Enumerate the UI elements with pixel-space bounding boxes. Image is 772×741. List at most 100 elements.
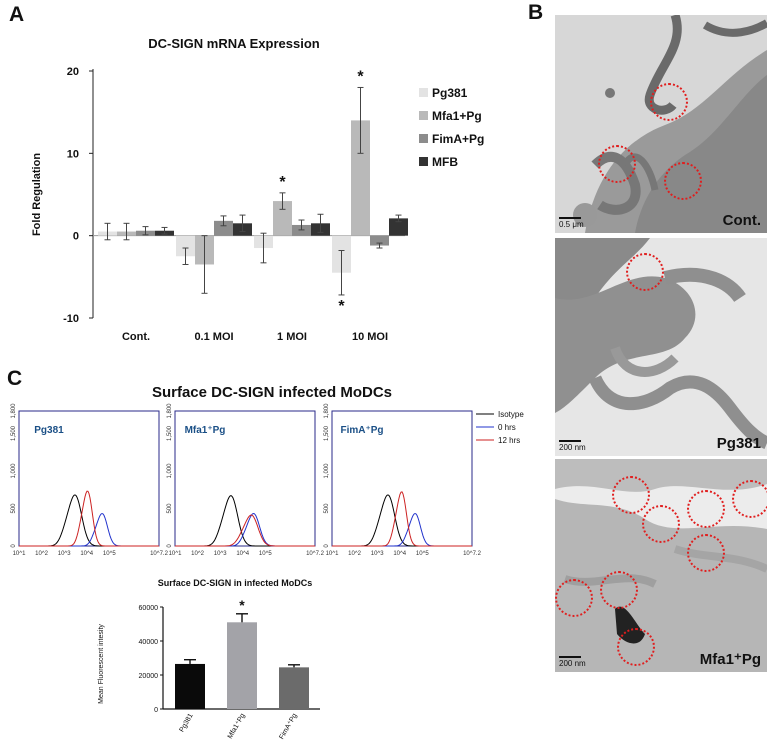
em-label-pg381: Pg381 (716, 435, 761, 452)
chart-a-xtick-label: 1 MOI (277, 331, 307, 343)
flow-ytick-label: 1,000 (324, 463, 330, 479)
panel-label-b: B (528, 1, 544, 24)
chart-c-mfi-ytick-label: 20000 (139, 673, 159, 680)
chart-a-title: DC-SIGN mRNA Expression (148, 36, 319, 51)
chart-a-bar (176, 235, 195, 257)
chart-a-legend-label: Mfa1+Pg (432, 109, 482, 123)
flow-ytick-label: 1,500 (11, 425, 17, 441)
chart-c-mfi-xtick-label: FimA⁺Pg (278, 712, 299, 741)
chart-a-legend-swatch (419, 88, 428, 97)
chart-c-mfi-significance-star: * (239, 597, 245, 613)
flow-ytick-label: 1,800 (324, 403, 330, 419)
chart-a-xtick-label: 0.1 MOI (194, 331, 233, 343)
flow-xtick-label: 10^4 (393, 551, 406, 557)
chart-a-dc-sign-mrna: DC-SIGN mRNA Expression Fold Regulation 20… (31, 36, 484, 343)
chart-a-legend-swatch (419, 134, 428, 143)
chart-c-mfi-xtick-label: Mfa1⁺Pg (226, 712, 247, 740)
chart-c-mfi-bars: Surface DC-SIGN in infected MoDCs Mean Fl… (98, 578, 320, 741)
highlight-circle (732, 480, 767, 518)
flow-xtick-label: 10^1 (326, 551, 339, 557)
chart-a-significance-star: * (338, 298, 345, 315)
flow-ytick-label: 500 (167, 503, 173, 514)
flow-xtick-label: 10^5 (416, 551, 429, 557)
chart-c-mfi-bar (227, 622, 257, 709)
flow-xtick-label: 10^4 (236, 551, 249, 557)
chart-c-flow-histograms: Surface DC-SIGN infected MoDCs 1,800 1,500… (11, 384, 524, 557)
flow-xtick-label: 10^1 (13, 551, 26, 557)
chart-c-mfi-ytick-label: 60000 (139, 605, 159, 612)
chart-a-bar (273, 201, 292, 236)
flow-ytick-label: 500 (11, 503, 17, 514)
flow-panel-frame (18, 410, 160, 547)
em-label-control: Cont. (722, 212, 761, 229)
flow-legend-label: Isotype (498, 410, 524, 419)
panel-label-a: A (9, 3, 25, 26)
highlight-circle (664, 162, 702, 200)
highlight-circle (598, 145, 636, 183)
flow-xtick-label: 10^1 (169, 551, 182, 557)
flow-ytick-label: 1,800 (167, 403, 173, 419)
chart-a-legend-label: FimA+Pg (432, 132, 484, 146)
flow-ytick-label: 1,000 (11, 463, 17, 479)
chart-a-bar (370, 235, 389, 246)
chart-c-mfi-bar (279, 667, 309, 709)
flow-panel-title: Mfa1⁺Pg (185, 425, 226, 436)
highlight-circle (617, 628, 655, 666)
chart-a-legend-swatch (419, 111, 428, 120)
em-pg381-image (555, 238, 767, 456)
flow-xtick-label: 10^3 (214, 551, 227, 557)
flow-xtick-label: 10^3 (58, 551, 71, 557)
flow-histogram-line (175, 495, 315, 547)
flow-ytick-label: 1,000 (167, 463, 173, 479)
chart-a-legend-label: Pg381 (432, 86, 468, 100)
panel-label-c: C (7, 367, 23, 390)
flow-ytick-label: 1,800 (11, 403, 17, 419)
flow-histogram-line (19, 494, 159, 547)
em-label-mfa1: Mfa1⁺Pg (699, 651, 761, 668)
flow-xtick-label: 10^5 (103, 551, 116, 557)
chart-a-xtick-label: Cont. (122, 331, 150, 343)
flow-ytick-label: 1,500 (167, 425, 173, 441)
highlight-circle (612, 476, 650, 514)
flow-ytick-label: 0 (324, 544, 330, 548)
highlight-circle (600, 571, 638, 609)
flow-xtick-label: 10^2 (35, 551, 48, 557)
flow-xtick-label: 10^5 (259, 551, 272, 557)
flow-panel-title: Pg381 (34, 425, 64, 436)
flow-xtick-label: 10^7.2 (463, 551, 481, 557)
chart-c-mfi-xtick-label: Pg381 (179, 712, 195, 733)
flow-xtick-label: 10^3 (371, 551, 384, 557)
chart-a-ytick-label: -10 (63, 313, 79, 325)
chart-a-significance-star: * (357, 68, 364, 85)
em-panel-control: 0.5 μm Cont. (555, 15, 767, 233)
chart-a-legend-swatch (419, 157, 428, 166)
chart-a-xtick-label: 10 MOI (352, 331, 388, 343)
em-panel-mfa1: 200 nm Mfa1⁺Pg (555, 459, 767, 672)
flow-xtick-label: 10^2 (191, 551, 204, 557)
chart-a-significance-star: * (279, 174, 286, 191)
scale-bar: 200 nm (559, 440, 586, 452)
chart-c-mfi-bar (175, 663, 205, 709)
highlight-circle (687, 534, 725, 572)
chart-a-ylabel: Fold Regulation (31, 153, 43, 236)
chart-c-mfi-title: Surface DC-SIGN in infected MoDCs (158, 578, 313, 588)
scale-bar: 200 nm (559, 656, 586, 668)
flow-ytick-label: 1,500 (324, 425, 330, 441)
flow-panel-frame (331, 410, 473, 547)
chart-c-mfi-ytick-label: 40000 (139, 639, 159, 646)
flow-panel-frame (174, 410, 316, 547)
chart-a-ytick-label: 20 (67, 66, 79, 78)
highlight-circle (642, 505, 680, 543)
flow-xtick-label: 10^4 (80, 551, 93, 557)
chart-c-mfi-ytick-label: 0 (154, 707, 158, 714)
chart-a-ytick-label: 0 (73, 231, 79, 243)
flow-ytick-label: 0 (167, 544, 173, 548)
flow-histogram-line (332, 491, 472, 547)
flow-panel-title: FimA⁺Pg (340, 425, 383, 436)
flow-ytick-label: 500 (324, 503, 330, 514)
em-panel-pg381: 200 nm Pg381 (555, 238, 767, 456)
chart-a-legend-label: MFB (432, 155, 458, 169)
highlight-circle (687, 490, 725, 528)
scale-bar: 0.5 μm (559, 217, 584, 229)
highlight-circle (555, 579, 593, 617)
